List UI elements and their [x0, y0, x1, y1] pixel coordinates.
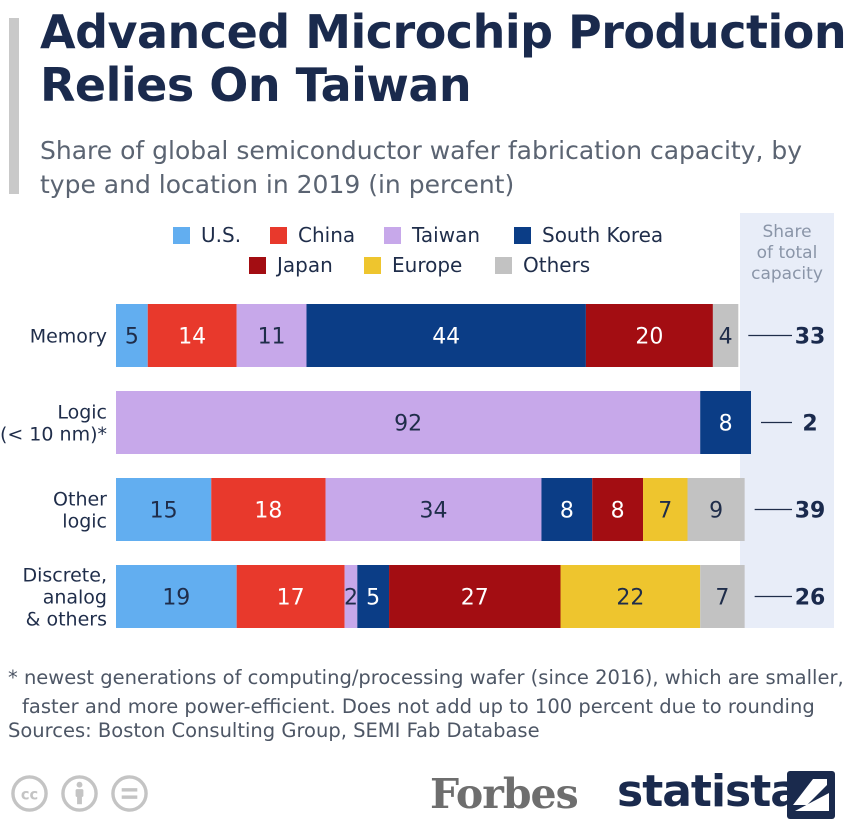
bar-segment-europe: [560, 565, 701, 628]
creative-commons-icon: cc: [11, 775, 48, 812]
footnote-line-1: * newest generations of computing/proces…: [8, 666, 844, 689]
data-label: 7: [658, 499, 672, 524]
bar-segment-japan: [585, 304, 713, 367]
legend-swatch-taiwan: [384, 226, 401, 244]
data-label: 19: [162, 586, 190, 611]
category-label: analog: [43, 587, 107, 609]
legend-swatch-japan: [249, 256, 266, 274]
attribution-icon: [61, 775, 98, 812]
sources: Sources: Boston Consulting Group, SEMI F…: [8, 719, 540, 742]
legend-china: China: [270, 223, 355, 247]
legend-taiwan: Taiwan: [384, 223, 480, 247]
data-label: 8: [611, 499, 625, 524]
bar-segment-taiwan: [236, 304, 307, 367]
data-label: 7: [715, 586, 729, 611]
legend-swatch-china: [270, 226, 287, 244]
data-label: 27: [461, 586, 489, 611]
data-label: 2: [344, 586, 358, 611]
svg-text:cc: cc: [21, 786, 38, 803]
footnote-line-2: faster and more power-efficient. Does no…: [22, 695, 815, 718]
bar-segment-china: [236, 565, 345, 628]
legend-label-taiwan: Taiwan: [412, 223, 481, 247]
no-derivatives-icon: [111, 775, 148, 812]
bar-segment-europe: [643, 478, 688, 541]
legend-label-europe: Europe: [392, 253, 463, 277]
data-label: 17: [277, 586, 305, 611]
bar-segment-taiwan: [116, 391, 701, 454]
category-label: & others: [26, 609, 107, 631]
legend-swatch-us: [173, 226, 190, 244]
legend-europe: Europe: [364, 253, 462, 277]
capacity-header-line: of total: [756, 243, 818, 263]
legend-swatch-europe: [364, 256, 381, 274]
bar-segment-south-korea: [700, 391, 751, 454]
data-label: 4: [719, 325, 733, 350]
bar-segment-south-korea: [541, 478, 593, 541]
statista-logo: statista: [617, 766, 800, 817]
data-label: 14: [178, 325, 206, 350]
legend-swatch-south-korea: [514, 226, 531, 244]
data-label: 92: [394, 412, 422, 437]
bar-segment-china: [211, 478, 326, 541]
footnote: * newest generations of computing/proces…: [8, 663, 848, 721]
data-label: 18: [254, 499, 282, 524]
license-icons: cc: [10, 774, 149, 813]
bar-segment-us: [116, 478, 212, 541]
legend-us: U.S.: [173, 223, 241, 247]
chart-subtitle: Share of global semiconductor wafer fabr…: [40, 136, 803, 199]
bar-segment-others: [712, 304, 739, 367]
data-label: 8: [719, 412, 733, 437]
legend-label-japan: Japan: [277, 253, 333, 277]
capacity-column-header: Share of total capacity: [740, 222, 834, 285]
capacity-value: 39: [795, 499, 826, 524]
bar-segment-taiwan: [325, 478, 542, 541]
category-label: (< 10 nm)*: [0, 424, 107, 446]
bar-segment-others: [700, 565, 745, 628]
data-label: 15: [150, 499, 178, 524]
legend-south-korea: South Korea: [514, 223, 663, 247]
data-label: 20: [635, 325, 663, 350]
data-label: 5: [366, 586, 380, 611]
bar-segment-us: [116, 304, 148, 367]
category-label: Memory: [30, 326, 107, 348]
capacity-header-line: Share: [762, 222, 812, 242]
bar-segment-japan: [389, 565, 561, 628]
legend-label-us: U.S.: [201, 223, 242, 247]
chart-title: Advanced Microchip Production Relies On …: [40, 5, 847, 112]
data-label: 9: [709, 499, 723, 524]
capacity-value: 33: [795, 325, 826, 350]
statista-logo-icon: [787, 771, 835, 819]
data-label: 5: [125, 325, 139, 350]
capacity-header-line: capacity: [751, 264, 823, 284]
bar-segment-south-korea: [306, 304, 586, 367]
data-label: 44: [432, 325, 460, 350]
capacity-column-background: [740, 213, 834, 628]
legend-others: Others: [495, 253, 590, 277]
legend-label-others: Others: [523, 253, 591, 277]
category-label: Discrete,: [22, 565, 107, 587]
bar-segment-taiwan: [344, 565, 358, 628]
bar-segment-china: [147, 304, 237, 367]
data-label: 11: [258, 325, 286, 350]
legend-japan: Japan: [249, 253, 333, 277]
legend-swatch-others: [495, 256, 512, 274]
data-label: 8: [560, 499, 574, 524]
category-label: Other: [53, 489, 107, 511]
capacity-value: 26: [795, 586, 826, 611]
data-label: 22: [616, 586, 644, 611]
legend-label-china: China: [298, 223, 356, 247]
forbes-logo: Forbes: [430, 770, 579, 818]
bar-segment-others: [687, 478, 745, 541]
bar-segment-japan: [592, 478, 644, 541]
category-label: logic: [62, 511, 107, 533]
bar-segment-us: [116, 565, 237, 628]
data-label: 34: [420, 499, 448, 524]
title-accent-bar: [9, 18, 19, 194]
legend-label-south-korea: South Korea: [542, 223, 664, 247]
bar-segment-south-korea: [357, 565, 390, 628]
capacity-value: 2: [802, 412, 817, 437]
category-label: Logic: [57, 402, 107, 424]
